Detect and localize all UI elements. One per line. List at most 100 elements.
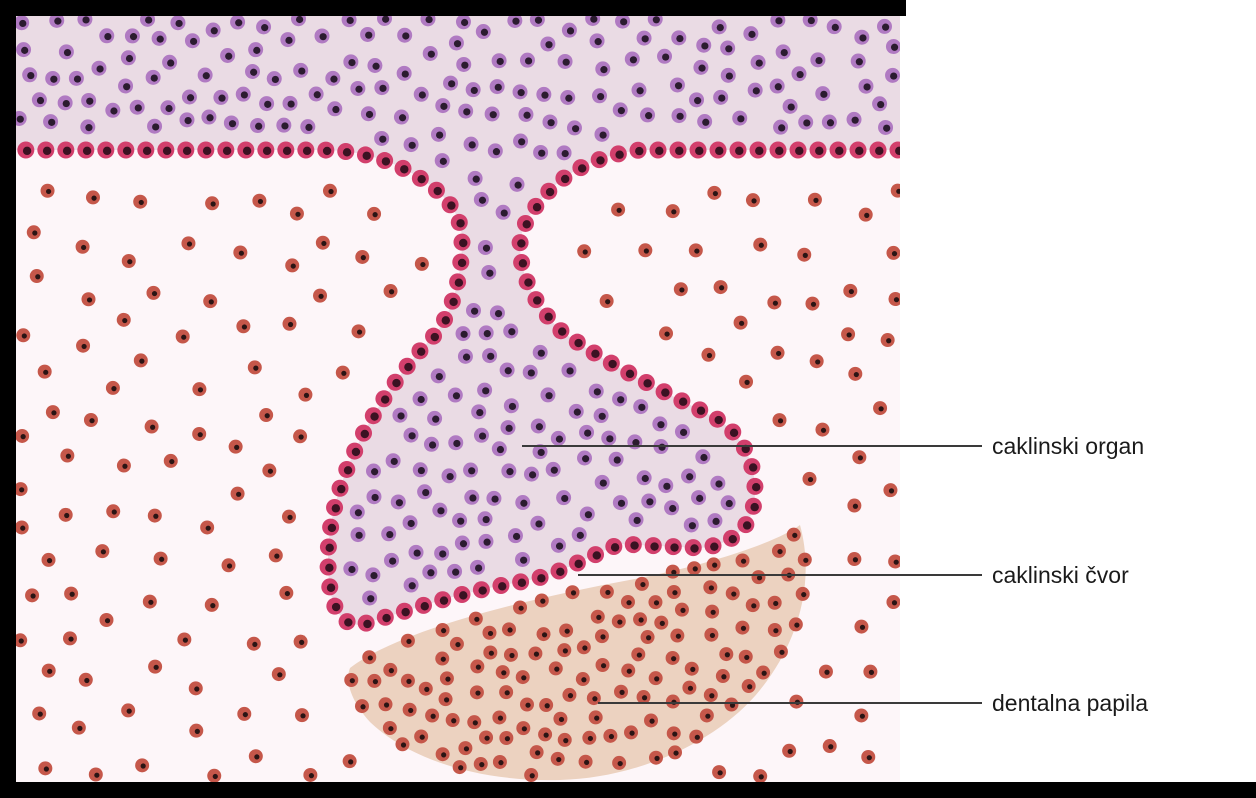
- papilla-cell: [624, 725, 639, 740]
- mesenchymal-cell: [177, 632, 192, 647]
- basal-cell: [624, 536, 642, 554]
- basal-cell: [157, 141, 175, 159]
- basal-cell: [516, 214, 534, 232]
- epithelial-cell: [815, 86, 831, 102]
- epithelial-cell: [477, 239, 493, 255]
- epithelial-cell: [58, 44, 74, 60]
- basal-cell: [137, 141, 155, 159]
- epithelial-cell: [374, 130, 390, 146]
- epithelial-cell: [16, 42, 32, 58]
- papilla-cell: [354, 699, 369, 714]
- mesenchymal-cell: [822, 739, 837, 754]
- mesenchymal-cell: [815, 422, 830, 437]
- epithelial-cell: [550, 430, 566, 446]
- papilla-cell: [751, 570, 766, 585]
- mesenchymal-cell: [809, 354, 824, 369]
- epithelial-cell: [235, 86, 251, 102]
- epithelial-cell: [151, 30, 167, 46]
- epithelial-cell: [413, 86, 429, 102]
- epithelial-cell: [341, 16, 357, 28]
- papilla-cell: [773, 644, 788, 659]
- mesenchymal-cell: [888, 292, 900, 307]
- papilla-cell: [513, 600, 528, 615]
- papilla-cell: [633, 612, 648, 627]
- papilla-cell: [735, 620, 750, 635]
- papilla-cell: [674, 602, 689, 617]
- mesenchymal-cell: [85, 190, 100, 205]
- papilla-cell: [640, 630, 655, 645]
- mesenchymal-cell: [841, 327, 856, 342]
- basal-cell: [655, 383, 673, 401]
- mesenchymal-cell: [294, 708, 309, 723]
- basal-cell: [669, 141, 687, 159]
- mesenchymal-cell: [890, 183, 900, 198]
- epithelial-cell: [689, 92, 705, 108]
- basal-cell: [277, 141, 295, 159]
- epithelial-cell: [280, 32, 296, 48]
- mesenchymal-cell: [313, 288, 328, 303]
- basal-cell: [217, 141, 235, 159]
- papilla-cell: [435, 622, 450, 637]
- mesenchymal-cell: [121, 703, 136, 718]
- epithelial-cell: [636, 470, 652, 486]
- basal-cell: [709, 141, 727, 159]
- papilla-cell: [634, 576, 649, 591]
- papilla-cell: [367, 673, 382, 688]
- epithelial-cell: [434, 153, 450, 169]
- papilla-cell: [668, 745, 683, 760]
- basal-cell: [375, 390, 393, 408]
- basal-cell: [394, 159, 412, 177]
- epithelial-cell: [31, 92, 47, 108]
- papilla-cell: [469, 685, 484, 700]
- epithelial-cell: [465, 302, 481, 318]
- epithelial-cell: [641, 493, 657, 509]
- basal-cell: [889, 141, 900, 159]
- mesenchymal-cell: [41, 663, 56, 678]
- papilla-cell: [654, 615, 669, 630]
- mesenchymal-cell: [259, 408, 274, 423]
- basal-cell: [684, 539, 702, 557]
- basal-cell: [527, 197, 545, 215]
- mesenchymal-cell: [279, 585, 294, 600]
- basal-cell: [572, 159, 590, 177]
- dental-papilla-region: [348, 525, 806, 781]
- mesenchymal-cell: [78, 672, 93, 687]
- epithelial-cell: [16, 110, 27, 126]
- epithelial-cell: [350, 80, 366, 96]
- epithelial-cell: [366, 489, 382, 505]
- papilla-cell: [715, 669, 730, 684]
- label-enamel-organ: caklinski organ: [992, 433, 1144, 459]
- basal-cell: [398, 357, 416, 375]
- basal-cell: [664, 538, 682, 556]
- epithelial-cell: [381, 526, 397, 542]
- papilla-cell: [648, 671, 663, 686]
- mesenchymal-cell: [707, 185, 722, 200]
- epithelial-cell: [530, 418, 546, 434]
- epithelial-cell: [769, 78, 785, 94]
- mesenchymal-cell: [848, 366, 863, 381]
- mesenchymal-cell: [852, 450, 867, 465]
- mesenchymal-cell: [293, 429, 308, 444]
- mesenchymal-cell: [237, 706, 252, 721]
- epithelial-cell: [515, 495, 531, 511]
- papilla-cell: [682, 680, 697, 695]
- mesenchymal-cell: [638, 243, 653, 258]
- epithelial-cell: [695, 449, 711, 465]
- epithelial-cell: [377, 16, 393, 26]
- epithelial-cell: [556, 145, 572, 161]
- basal-cell: [587, 546, 605, 564]
- mesenchymal-cell: [105, 380, 120, 395]
- epithelial-cell: [374, 80, 390, 96]
- epithelial-cell: [720, 495, 736, 511]
- mesenchymal-cell: [888, 554, 900, 569]
- epithelial-cell: [384, 552, 400, 568]
- epithelial-cell: [432, 502, 448, 518]
- basal-cell: [453, 586, 471, 604]
- epithelial-cell: [628, 512, 644, 528]
- epithelial-cell: [290, 16, 306, 27]
- mesenchymal-cell: [281, 509, 296, 524]
- epithelial-cell: [448, 35, 464, 51]
- epithelial-cell: [403, 427, 419, 443]
- papilla-cell: [495, 665, 510, 680]
- mesenchymal-cell: [16, 520, 29, 535]
